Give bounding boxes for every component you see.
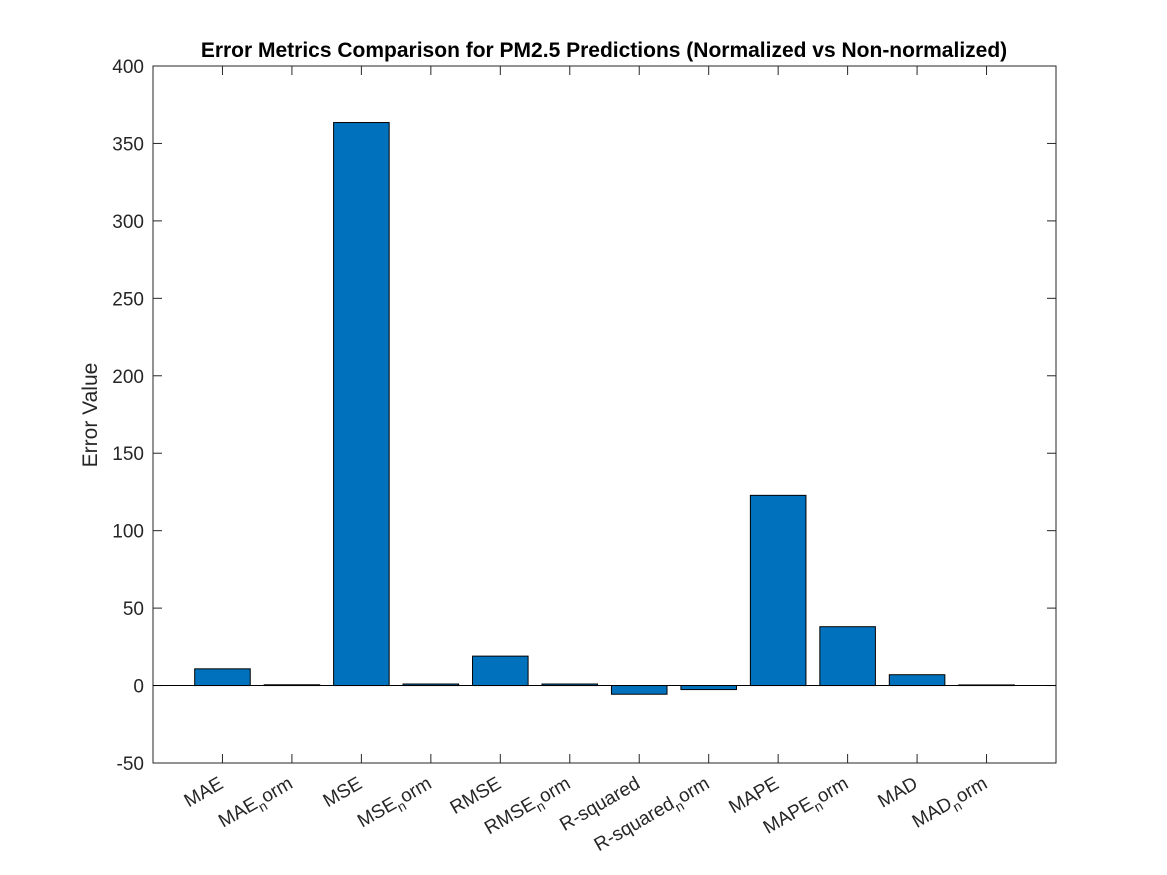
bar-0 [194, 668, 251, 687]
bar-9 [819, 626, 876, 687]
bar-7 [680, 685, 737, 691]
bar-8 [749, 494, 807, 687]
bar-6 [610, 685, 668, 695]
chart-title: Error Metrics Comparison for PM2.5 Predi… [201, 39, 1007, 62]
y-tick-label: 350 [112, 134, 144, 155]
y-tick-label: 300 [112, 212, 144, 233]
x-tick-label: MAEnorm [215, 773, 298, 836]
x-tick-label: MSE [320, 773, 366, 812]
x-tick-label: MAD [875, 773, 922, 812]
bar-2 [333, 122, 390, 687]
y-tick-label: 0 [133, 677, 144, 698]
y-tick-label: -50 [117, 754, 144, 775]
y-tick-label: 400 [112, 57, 144, 78]
bar-10 [888, 674, 946, 687]
x-tick-label: MSEnorm [354, 773, 437, 836]
y-tick-label: 200 [112, 367, 144, 388]
y-axis-title: Error Value [79, 363, 102, 468]
plot-area-frame [152, 65, 1057, 764]
bar-4 [472, 655, 529, 687]
y-tick-label: 250 [112, 289, 144, 310]
x-tick-label: MAE [181, 773, 227, 812]
y-tick-label: 100 [112, 522, 144, 543]
y-tick-label: 50 [123, 599, 144, 620]
x-tick-label: MADnorm [909, 773, 993, 836]
y-tick-label: 150 [112, 444, 144, 465]
